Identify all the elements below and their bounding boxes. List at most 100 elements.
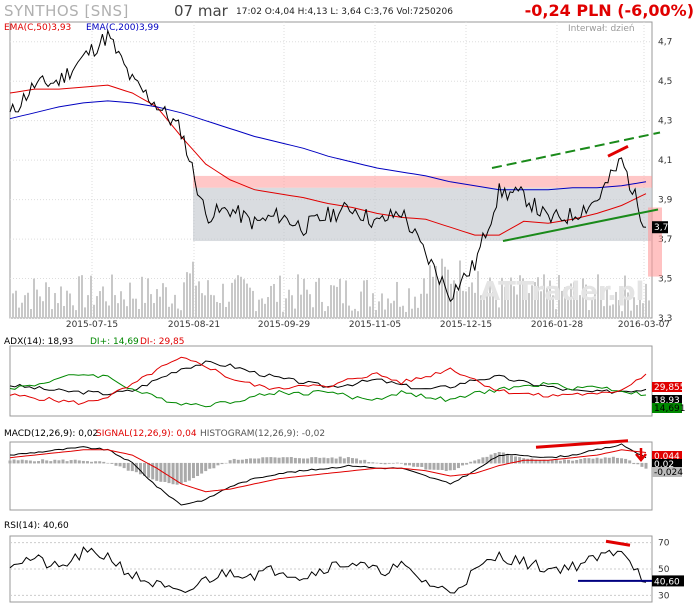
volume-bar <box>618 300 620 318</box>
rsi-y-tick: 30 <box>658 591 670 601</box>
histogram-bar <box>534 459 538 464</box>
volume-bar <box>213 295 215 318</box>
histogram-bar <box>412 462 416 467</box>
volume-bar <box>21 302 23 318</box>
histogram-bar <box>200 462 204 474</box>
histogram-bar <box>228 460 232 464</box>
volume-bar <box>429 265 431 318</box>
volume-bar <box>297 274 299 318</box>
volume-bar <box>396 281 398 318</box>
histogram-bar <box>12 459 16 464</box>
legend-rsi: RSI(14): 40,60 <box>4 521 69 531</box>
histogram-bar <box>118 462 122 467</box>
upper-trend-line <box>491 131 661 170</box>
histogram-bar <box>293 457 297 464</box>
histogram-bar <box>571 460 575 464</box>
volume-bar <box>606 286 608 318</box>
histogram-bar <box>285 457 289 464</box>
volume-bar <box>579 295 581 318</box>
volume-bar <box>627 292 629 318</box>
histogram-bar <box>562 459 566 464</box>
histogram-bar <box>249 458 253 464</box>
histogram-bar <box>143 462 147 476</box>
price-x-tick: 2015-09-29 <box>258 320 311 330</box>
volume-bar <box>90 275 92 318</box>
histogram-bar <box>65 461 69 464</box>
volume-bar <box>576 292 578 318</box>
volume-bar <box>306 289 308 318</box>
price-x-tick: 2015-11-05 <box>349 320 401 330</box>
legend-ema200: EMA(C,200)3,99 <box>86 23 159 33</box>
volume-bar <box>510 277 512 318</box>
volume-bar <box>234 279 236 318</box>
session-date: 07 mar <box>174 2 228 20</box>
histogram-bar <box>232 458 236 464</box>
histogram-bar <box>167 462 171 484</box>
volume-bar <box>183 282 185 318</box>
volume-bar <box>204 295 206 318</box>
histogram-bar <box>342 458 346 464</box>
histogram-bar <box>261 457 265 464</box>
volume-bar <box>558 275 560 318</box>
volume-bar <box>642 303 644 318</box>
volume-bar <box>177 308 179 318</box>
volume-bar <box>57 303 59 318</box>
histogram-bar <box>81 460 85 464</box>
volume-bar <box>138 308 140 318</box>
volume-bar <box>201 293 203 318</box>
volume-bar <box>120 291 122 318</box>
volume-bar <box>351 310 353 318</box>
histogram-bar <box>151 462 155 480</box>
volume-bar <box>246 283 248 318</box>
histogram-bar <box>603 457 607 464</box>
histogram-bar <box>24 460 28 464</box>
volume-bar <box>585 284 587 318</box>
macd-last-box <box>652 451 682 461</box>
histogram-bar <box>49 461 53 464</box>
histogram-bar <box>191 462 195 479</box>
volume-bar <box>93 304 95 318</box>
histogram-bar <box>306 458 310 464</box>
arrow-down-icon <box>635 448 647 462</box>
volume-bar <box>498 307 500 318</box>
legend-di-minus: DI-: 29,85 <box>140 337 185 347</box>
volume-bar <box>66 290 68 318</box>
histogram-bar <box>273 457 277 464</box>
histogram-bar <box>28 460 32 464</box>
volume-bar <box>18 307 20 318</box>
volume-bar <box>69 293 71 318</box>
histogram-bar <box>408 462 412 466</box>
volume-bar <box>621 311 623 318</box>
histogram-bar <box>32 461 36 464</box>
histogram-bar <box>77 460 81 464</box>
volume-bar <box>480 295 482 318</box>
price-y-tick: 3,5 <box>658 275 672 285</box>
rsi-last-label: 40,60 <box>654 577 680 587</box>
volume-bar <box>267 297 269 318</box>
histogram-bar <box>640 462 644 467</box>
volume-bar <box>219 303 221 318</box>
histogram-bar <box>591 458 595 464</box>
series-rsi <box>9 546 647 594</box>
price-x-tick: 2015-12-15 <box>440 320 492 330</box>
volume-bar <box>261 298 263 318</box>
histogram-bar <box>514 456 518 464</box>
price-x-tick: 2016-03-07 <box>618 320 670 330</box>
histogram-bar <box>587 458 591 464</box>
histogram-bar <box>138 462 142 475</box>
divergence-mark-rsi <box>605 539 631 547</box>
histogram-bar <box>244 458 248 464</box>
volume-bar <box>414 296 416 318</box>
histogram-bar <box>289 457 293 464</box>
volume-bar <box>552 295 554 318</box>
histogram-bar <box>281 457 285 464</box>
histogram-bar <box>334 458 338 464</box>
volume-bar <box>528 293 530 318</box>
histogram-bar <box>456 462 460 469</box>
price-y-tick: 4,7 <box>658 38 672 48</box>
histogram-bar <box>98 461 102 464</box>
volume-bar <box>462 290 464 318</box>
histogram-bar <box>126 462 130 471</box>
volume-bar <box>144 302 146 318</box>
